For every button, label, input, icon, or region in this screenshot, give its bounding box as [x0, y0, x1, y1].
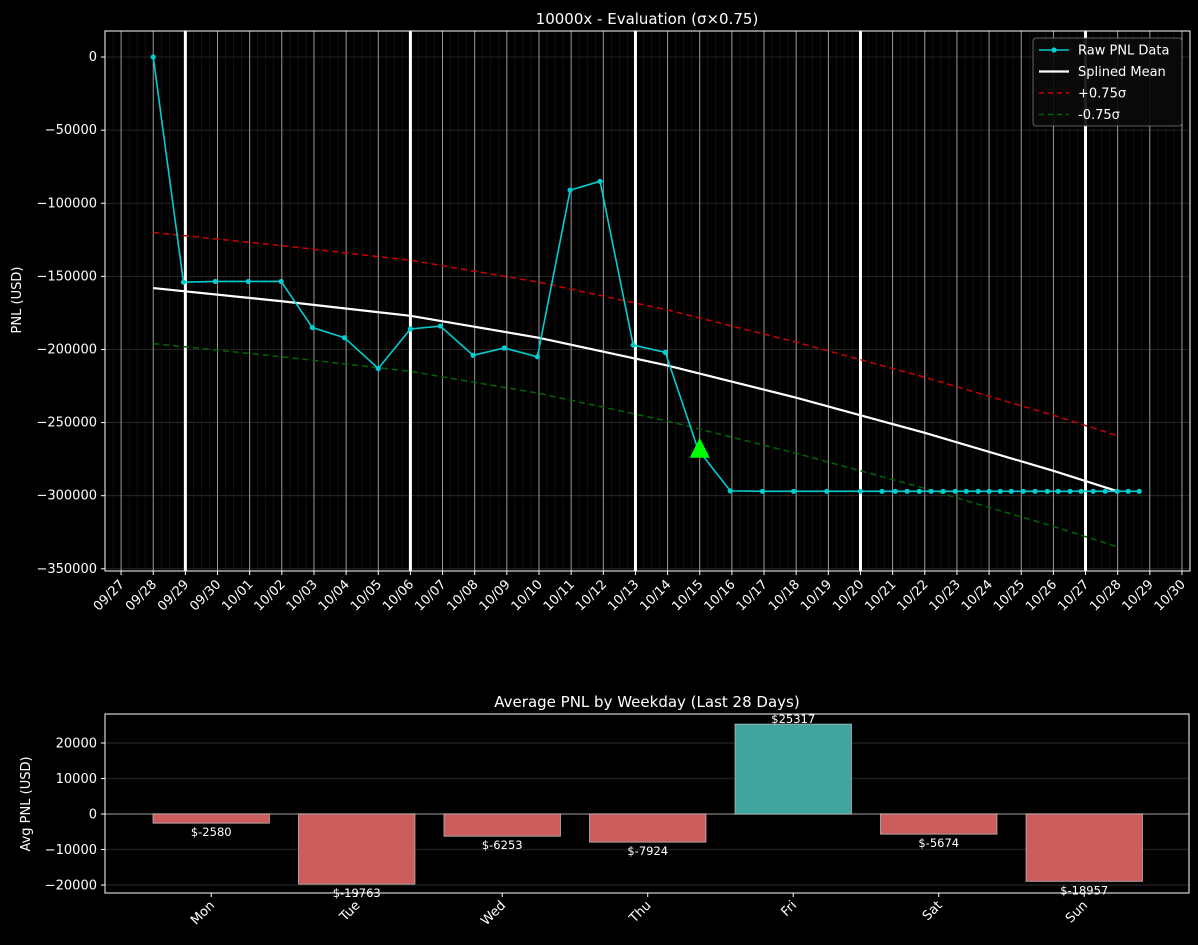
- raw-pnl-point: [212, 278, 218, 285]
- bottom-chart-title: Average PNL by Weekday (Last 28 Days): [494, 693, 799, 711]
- raw-pnl-point: [1008, 488, 1014, 494]
- y-tick-label: 10000: [56, 772, 97, 787]
- top-plot-frame: [104, 30, 1191, 572]
- y-tick-label: −100000: [36, 196, 97, 211]
- raw-pnl-point: [963, 488, 969, 494]
- y-tick-label: −20000: [45, 879, 97, 894]
- top-y-axis-label: PNL (USD): [10, 267, 25, 334]
- raw-pnl-point: [341, 335, 348, 341]
- raw-pnl-point: [470, 352, 476, 358]
- raw-pnl-point: [1102, 488, 1108, 494]
- raw-pnl-point: [662, 349, 668, 355]
- raw-pnl-point: [1125, 488, 1131, 494]
- bar-wed: [443, 813, 561, 837]
- raw-pnl-point: [824, 488, 830, 494]
- bar-tue: [298, 813, 416, 885]
- bar-value-label: $-18957: [1060, 883, 1108, 897]
- bar-fri: [734, 723, 852, 815]
- raw-pnl-point: [857, 488, 864, 494]
- y-tick-label: −200000: [36, 342, 97, 357]
- bottom-y-axis-label: Avg PNL (USD): [19, 756, 34, 851]
- bar-value-label: $-2580: [191, 825, 232, 839]
- raw-pnl-point: [1067, 488, 1073, 494]
- weekday-bar-chart: Average PNL by Weekday (Last 28 Days) Av…: [19, 693, 1190, 929]
- y-tick-label: −300000: [36, 489, 97, 504]
- legend: Raw PNL Data Splined Mean +0.75σ -0.75σ: [1032, 37, 1183, 127]
- raw-pnl-point: [986, 488, 992, 494]
- bar-value-label: $25317: [771, 712, 815, 726]
- y-tick-label: 0: [89, 808, 97, 823]
- legend-swatch-dot: [1051, 47, 1057, 53]
- legend-entry: +0.75σ: [1078, 87, 1126, 102]
- bar-value-label: $-5674: [918, 836, 959, 850]
- raw-pnl-point: [309, 324, 315, 331]
- raw-pnl-point: [916, 488, 922, 494]
- raw-pnl-point: [1090, 488, 1096, 494]
- raw-pnl-line: [152, 56, 1140, 493]
- legend-entry: Splined Mean: [1078, 65, 1166, 80]
- splined-mean-line: [153, 286, 1119, 493]
- bar-mon: [152, 813, 270, 824]
- legend-entry: -0.75σ: [1078, 108, 1120, 123]
- y-tick-label: −10000: [45, 843, 97, 858]
- raw-pnl-point: [1078, 488, 1084, 494]
- raw-pnl-point: [975, 488, 981, 494]
- y-tick-label: −50000: [45, 123, 97, 138]
- y-tick-label: −150000: [36, 269, 97, 284]
- raw-pnl-point: [791, 488, 797, 494]
- y-tick-label: −350000: [36, 562, 97, 577]
- raw-pnl-point: [630, 342, 636, 348]
- raw-pnl-point: [1044, 488, 1050, 494]
- raw-pnl-point: [245, 278, 251, 285]
- bar-value-label: $-6253: [482, 838, 523, 852]
- raw-pnl-point: [534, 354, 540, 360]
- top-chart-title: 10000x - Evaluation (σ×0.75): [536, 10, 759, 28]
- legend-box: [1032, 37, 1183, 127]
- raw-pnl-point: [928, 488, 934, 494]
- raw-pnl-point: [1055, 488, 1061, 494]
- lower-band-line: [153, 342, 1118, 548]
- raw-pnl-point: [904, 488, 910, 494]
- raw-pnl-point: [1032, 488, 1038, 494]
- raw-pnl-point: [407, 326, 414, 332]
- y-tick-label: 20000: [56, 737, 97, 752]
- bottom-plot-frame: [104, 713, 1190, 894]
- current-position-triangle-marker: [689, 437, 710, 458]
- raw-pnl-point: [150, 54, 156, 60]
- upper-band-line: [153, 231, 1118, 437]
- raw-pnl-point: [1136, 488, 1142, 494]
- raw-pnl-point: [952, 488, 958, 494]
- raw-pnl-point: [892, 488, 898, 494]
- raw-pnl-point: [501, 345, 507, 351]
- bar-sat: [880, 813, 998, 835]
- y-tick-label: −250000: [36, 416, 97, 431]
- raw-pnl-point: [597, 178, 603, 184]
- raw-pnl-point: [1114, 488, 1120, 494]
- raw-pnl-point: [375, 365, 381, 372]
- raw-pnl-point: [278, 278, 284, 285]
- bar-value-label: $-7924: [627, 844, 668, 858]
- raw-pnl-point: [759, 488, 766, 494]
- bar-sun: [1025, 813, 1143, 882]
- bar-thu: [589, 813, 707, 843]
- legend-entry: Raw PNL Data: [1078, 44, 1169, 59]
- raw-pnl-point: [727, 488, 733, 494]
- raw-pnl-point: [437, 323, 443, 329]
- raw-pnl-point: [180, 279, 187, 285]
- raw-pnl-point: [940, 488, 946, 494]
- raw-pnl-point: [879, 488, 885, 494]
- raw-pnl-point: [567, 187, 573, 193]
- y-tick-label: 0: [89, 50, 97, 65]
- raw-pnl-point: [997, 488, 1003, 494]
- raw-pnl-point: [1020, 488, 1026, 494]
